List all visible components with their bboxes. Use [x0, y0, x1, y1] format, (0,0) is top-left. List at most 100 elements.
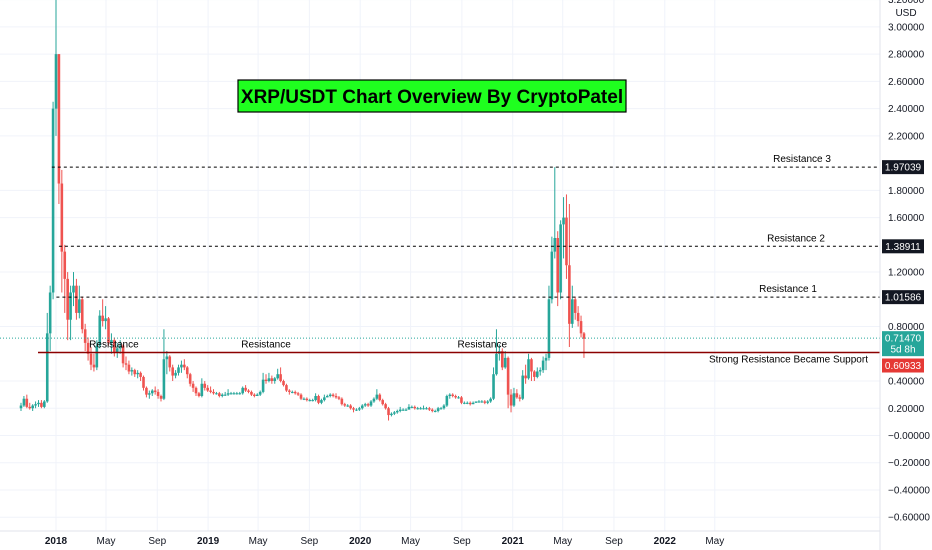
time-axis[interactable]: 2018 May Sep 2019 May Sep 2020 May Sep 2021 May Sep…	[45, 536, 724, 547]
candle	[188, 372, 192, 387]
time-tick-label: 2019	[197, 536, 220, 547]
candle-body	[512, 393, 516, 406]
candle-body	[299, 394, 303, 399]
candle	[355, 408, 358, 411]
candle	[206, 385, 209, 392]
support-resistance-label: Resistance	[241, 340, 291, 351]
candle-body	[31, 405, 34, 409]
candle-body	[550, 251, 554, 300]
candle	[267, 372, 271, 383]
candle	[200, 378, 204, 398]
candle-body	[60, 183, 64, 252]
candle	[60, 169, 64, 293]
candle	[127, 360, 131, 375]
candle	[264, 374, 268, 384]
candle-body	[98, 315, 102, 346]
candle	[439, 406, 443, 410]
candle-body	[66, 278, 69, 320]
candle	[153, 386, 157, 395]
candle-body	[180, 364, 183, 368]
candle	[544, 353, 548, 371]
candle-body	[425, 408, 428, 410]
candle-body	[218, 393, 221, 397]
candle	[212, 389, 215, 395]
candle	[503, 351, 507, 369]
candle-body	[185, 367, 189, 375]
candle-body	[442, 405, 446, 409]
support-price-tag-bg	[882, 358, 924, 373]
last-price-tag-bg	[882, 331, 924, 357]
candle-body	[325, 396, 329, 398]
candle-body	[538, 370, 542, 372]
resistance-price-tag-bg	[882, 239, 924, 254]
candle	[556, 231, 560, 307]
candle-body	[80, 299, 84, 330]
candle-body	[416, 408, 419, 410]
candle	[34, 401, 37, 409]
candle	[565, 194, 568, 279]
candle-body	[197, 393, 201, 397]
candle	[518, 394, 522, 402]
price-tick-label: −0.00000	[888, 431, 930, 442]
time-tick-label: 2022	[654, 536, 677, 547]
candle-body	[174, 372, 177, 376]
price-tick-label: −0.60000	[888, 513, 930, 524]
candle-body	[28, 406, 32, 409]
candle-body	[428, 408, 431, 410]
candle	[419, 406, 422, 410]
candle	[573, 296, 577, 320]
candle-body	[142, 376, 145, 388]
candle	[375, 389, 379, 401]
candle-body	[451, 394, 454, 397]
candle	[209, 386, 212, 394]
candle-body	[393, 412, 396, 414]
candle-body	[25, 398, 29, 407]
candle-body	[83, 329, 87, 343]
price-tick-label: 3.20000	[888, 0, 925, 6]
candle-body	[518, 397, 522, 399]
candle	[425, 406, 428, 410]
candle	[401, 408, 405, 411]
resistance-price-tag: 1.97039	[885, 163, 922, 174]
candle	[142, 375, 145, 391]
support-resistance-label: Resistance	[89, 340, 139, 351]
candle	[57, 54, 61, 204]
candle-body	[247, 390, 250, 392]
candle	[180, 360, 183, 373]
candle-body	[579, 321, 583, 334]
candle-body	[439, 408, 443, 410]
candle-body	[503, 357, 507, 368]
candle	[156, 389, 160, 399]
candle-body	[282, 381, 285, 386]
candle-body	[48, 292, 52, 334]
candle	[305, 397, 309, 402]
candle-body	[547, 299, 551, 358]
candle-body	[486, 401, 490, 403]
candle	[107, 317, 110, 346]
candle	[78, 285, 81, 319]
candle	[422, 405, 425, 410]
candle-body	[556, 238, 560, 293]
candle-body	[544, 357, 548, 361]
candle	[98, 310, 102, 349]
candle-body	[480, 401, 484, 403]
candle	[477, 400, 481, 403]
candle	[290, 390, 294, 394]
price-axis[interactable]: 3.20000 3.00000 2.80000 2.60000 2.40000 2.200…	[888, 0, 930, 524]
time-tick-label: May	[705, 536, 724, 547]
candle-body	[162, 359, 166, 399]
candle	[150, 389, 154, 397]
candle	[43, 400, 46, 409]
candle	[54, 0, 58, 136]
resistance-price-tag: 1.38911	[885, 242, 921, 253]
candle-body	[454, 396, 457, 398]
candle-body	[124, 363, 128, 365]
candle-body	[381, 400, 384, 405]
resistance-price-tag: 1.01586	[885, 293, 922, 304]
candle	[92, 353, 96, 372]
candle	[486, 400, 490, 405]
candle-body	[331, 394, 335, 397]
candle	[255, 393, 259, 397]
candle	[165, 351, 169, 375]
